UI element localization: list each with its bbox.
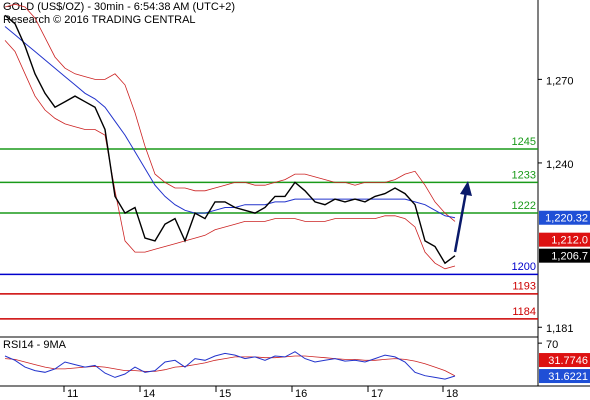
price-tag [539, 210, 590, 225]
series-line [4, 14, 456, 265]
series-line [4, 40, 456, 270]
y-tick-label: 1,181 [546, 323, 574, 335]
series-line [4, 26, 456, 219]
level-label: 1245 [512, 136, 536, 148]
price-tag [539, 232, 590, 247]
x-tick-label: 11 [67, 388, 78, 400]
price-tag-label: 31.6221 [548, 371, 588, 383]
x-tick-label: 14 [143, 388, 155, 400]
rsi-title: RSI14 - 9MA [3, 339, 67, 351]
series-line [4, 355, 456, 377]
level-label: 1222 [512, 200, 536, 212]
x-tick-label: 15 [219, 388, 231, 400]
price-tag [539, 353, 590, 368]
y-tick-label: 70 [546, 339, 558, 351]
x-tick-label: 17 [371, 388, 383, 400]
price-tag [539, 369, 590, 384]
price-tag-label: 1,206.7 [551, 251, 588, 263]
series-line [4, 3, 456, 222]
series-line [4, 351, 456, 380]
chart-subtitle: Research © 2016 TRADING CENTRAL [3, 14, 196, 26]
x-tick-label: 18 [446, 388, 458, 400]
level-label: 1193 [512, 281, 536, 293]
price-tag-label: 31.7746 [548, 355, 588, 367]
level-label: 1233 [512, 169, 536, 181]
level-label: 1184 [512, 306, 536, 318]
chart-title: GOLD (US$/OZ) - 30min - 6:54:38 AM (UTC+… [3, 1, 235, 13]
forecast-arrow [453, 181, 472, 253]
price-tag-label: 1,220.32 [545, 213, 588, 225]
x-tick-label: 16 [295, 388, 307, 400]
level-label: 1200 [512, 261, 536, 273]
price-tag [539, 248, 590, 263]
y-tick-label: 1,240 [546, 159, 574, 171]
y-tick-label: 1,270 [546, 75, 574, 87]
price-tag-label: 1,212.0 [551, 235, 588, 247]
